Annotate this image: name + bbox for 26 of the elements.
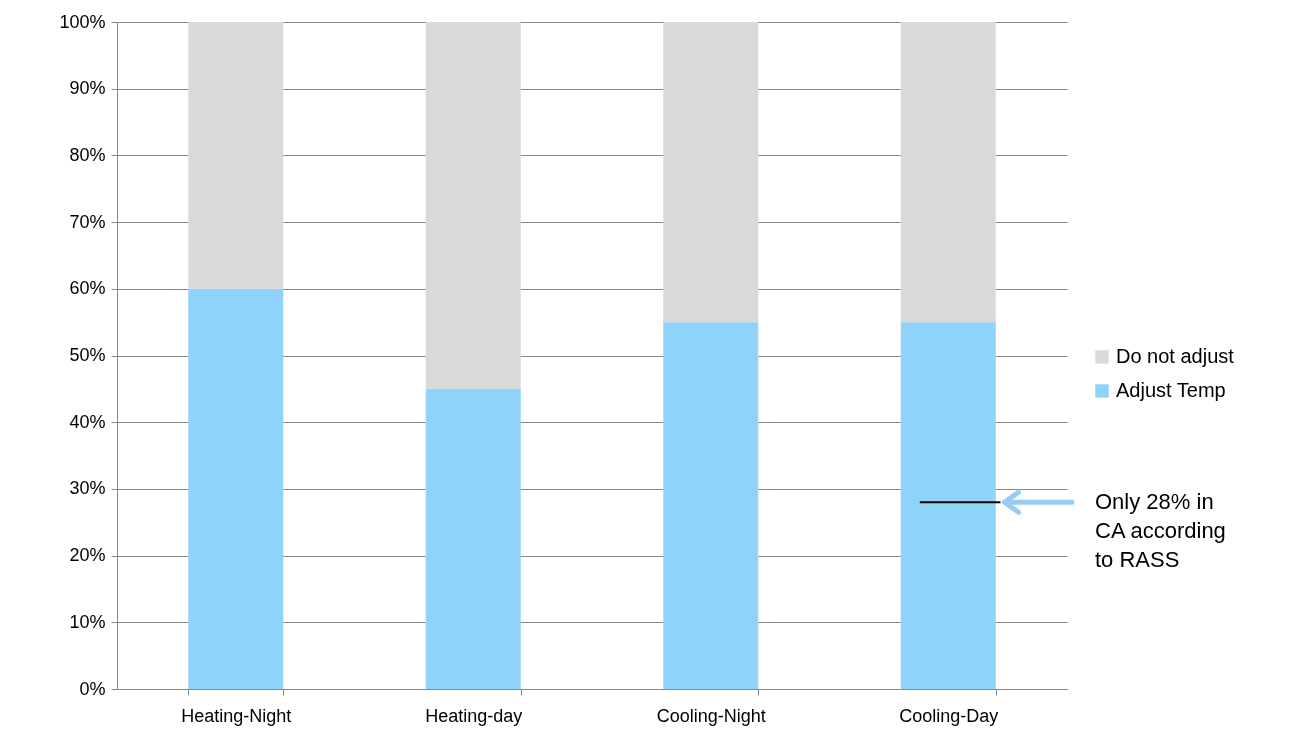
y-tick-label: 30% <box>69 478 106 499</box>
bar <box>663 322 759 689</box>
y-tick-label: 0% <box>79 678 106 699</box>
bar <box>188 288 284 689</box>
y-tick-label: 50% <box>69 345 106 365</box>
x-tick-label: Cooling-Day <box>899 705 999 726</box>
y-tick-label: 60% <box>69 278 106 299</box>
bar <box>900 22 996 323</box>
y-tick-label: 40% <box>69 411 106 432</box>
text: Only 28% in CA according to RASS <box>1095 489 1226 573</box>
bar <box>425 22 521 389</box>
y-tick-label: 80% <box>69 144 106 165</box>
y-tick-label: 20% <box>69 545 106 566</box>
bar <box>425 388 521 689</box>
x-tick-label: Heating-day <box>425 705 523 726</box>
y-tick-label: 70% <box>69 211 106 232</box>
bar <box>900 322 996 689</box>
bar <box>663 22 759 323</box>
legend-label: Adjust Temp <box>1116 379 1226 401</box>
y-tick-label: 10% <box>69 611 106 632</box>
y-tick-label: 100% <box>59 11 106 32</box>
y-tick-label: 90% <box>69 78 106 99</box>
x-tick-label: Heating-Night <box>181 705 292 726</box>
x-tick-label: Cooling-Night <box>656 705 766 726</box>
legend-label: Do not adjust <box>1116 345 1235 367</box>
bar <box>188 22 284 289</box>
